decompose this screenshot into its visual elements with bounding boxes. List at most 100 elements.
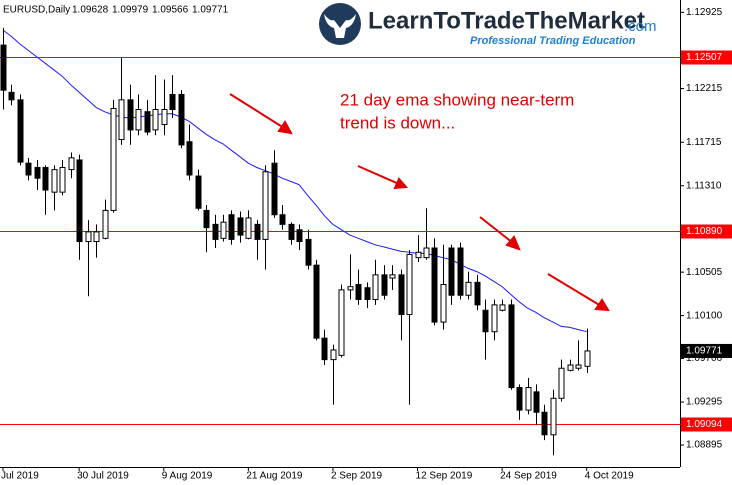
candle-body: [364, 287, 371, 301]
y-tick-label: 1.12215: [686, 83, 723, 94]
candle-body: [499, 304, 506, 311]
candle-body: [17, 99, 24, 163]
logo-bull: [324, 14, 356, 38]
candle-body: [431, 247, 438, 323]
price-tag-label: 1.09771: [686, 346, 723, 357]
candle-body: [135, 109, 142, 131]
candle-body: [448, 247, 455, 296]
candle-body: [51, 169, 58, 193]
arrow: [229, 93, 285, 129]
y-tick-label: 1.10100: [686, 310, 723, 321]
candle-body: [406, 253, 413, 316]
candle-body: [423, 247, 430, 259]
y-tick-label: 1.12925: [686, 7, 723, 18]
candle-body: [398, 274, 405, 316]
level-label: 1.12507: [686, 52, 723, 63]
candle-body: [262, 171, 269, 240]
ohlc-close: 1.09771: [192, 5, 229, 16]
candle-body: [372, 274, 379, 301]
candle-body: [508, 304, 515, 389]
ohlc-high: 1.09979: [112, 5, 149, 16]
candle-body: [558, 367, 565, 399]
candle-body: [195, 175, 202, 209]
candle-body: [305, 238, 312, 266]
plot-area: [0, 27, 680, 456]
candle-body: [381, 274, 388, 296]
candle-body: [525, 387, 532, 411]
candle-body: [76, 159, 83, 243]
y-tick-label: 1.11310: [686, 180, 722, 191]
candle-body: [355, 283, 362, 301]
candle-body: [144, 111, 151, 133]
candle-body: [169, 93, 176, 111]
annotation: 21 day ema showing near-term: [340, 90, 574, 109]
candle-body: [25, 162, 32, 176]
candle-body: [228, 214, 235, 240]
logo-name: LearnToTradeTheMarket: [368, 7, 645, 34]
y-tick-label: 1.09295: [686, 397, 723, 408]
candle-body: [415, 251, 422, 259]
candle-body: [271, 162, 278, 216]
candle-body: [575, 364, 582, 369]
candle-body: [254, 223, 261, 240]
candle-body: [59, 166, 66, 193]
level-tag: [681, 417, 732, 432]
candle-body: [567, 364, 574, 371]
candle-body: [313, 264, 320, 339]
candle-body: [152, 109, 159, 131]
candle-body: [186, 141, 193, 176]
arrow-head: [393, 177, 409, 190]
logo-domain: .com: [624, 18, 657, 35]
y-tick-label: 1.10505: [686, 267, 723, 278]
y-tick-label: 1.08895: [686, 440, 723, 451]
candle-body: [465, 281, 472, 296]
x-tick-label: 21 Aug 2019: [246, 471, 303, 482]
candle-body: [178, 93, 185, 146]
x-tick-label: 9 Aug 2019: [162, 471, 213, 482]
y-tick-label: 1.09700: [686, 353, 723, 364]
candle-body: [516, 387, 523, 411]
candle-body: [482, 309, 489, 333]
candle-body: [288, 223, 295, 240]
candle-body: [474, 281, 481, 306]
x-tick-label: 24 Sep 2019: [500, 471, 557, 482]
candle-body: [457, 247, 464, 296]
arrows: [229, 93, 610, 312]
arrow: [479, 216, 514, 244]
price-tag: [681, 343, 732, 358]
candle-body: [110, 107, 117, 211]
logo-badge: [319, 3, 361, 45]
x-tick-label: Jul 2019: [1, 471, 39, 482]
arrow-head: [505, 235, 521, 251]
candle-body: [8, 91, 15, 101]
candle-body: [212, 223, 219, 240]
candle-body: [245, 217, 252, 239]
candle-body: [93, 231, 100, 243]
x-tick-label: 2 Sep 2019: [331, 471, 383, 482]
symbol: EURUSD,Daily: [3, 5, 70, 16]
x-tick-label: 4 Oct 2019: [585, 471, 634, 482]
candle-body: [541, 411, 548, 436]
candle-body: [220, 221, 227, 239]
candle-body: [533, 391, 540, 413]
candle-body: [321, 337, 328, 361]
level-label: 1.09094: [686, 419, 723, 430]
candle-body: [550, 397, 557, 436]
level-tag: [681, 50, 732, 65]
candle-body: [296, 229, 303, 243]
candle-body: [491, 304, 498, 333]
candle-body: [279, 214, 286, 225]
candle-body: [440, 283, 447, 323]
arrow: [547, 273, 602, 307]
candle-body: [203, 209, 210, 229]
arrow-head: [594, 298, 610, 312]
level-tag: [681, 224, 732, 239]
candle-body: [118, 99, 125, 141]
candle-body: [127, 99, 134, 131]
candle-body: [237, 217, 244, 236]
candle-body: [584, 350, 591, 367]
candle-body: [34, 166, 41, 179]
logo-tagline: Professional Trading Education: [470, 35, 636, 47]
